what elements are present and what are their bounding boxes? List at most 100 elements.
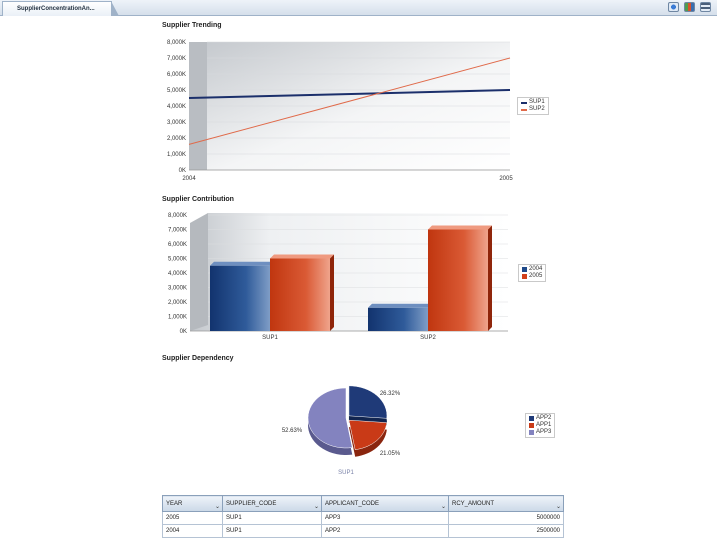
trending-y-tick: 4,000K <box>167 104 186 110</box>
trending-y-tick: 3,000K <box>167 120 186 126</box>
data-table: YEAR ⌄ SUPPLIER_CODE ⌄ APPLICANT_CODE ⌄ RCY… <box>162 495 564 538</box>
legend-swatch-2005 <box>522 274 527 279</box>
column-header-label: YEAR <box>166 500 183 507</box>
legend-swatch-app2 <box>529 416 534 421</box>
bar-sup1-2005-side <box>330 254 334 331</box>
trending-series-sup1 <box>188 89 511 99</box>
legend-item-app3: APP3 <box>529 429 551 436</box>
legend-label-app2: APP2 <box>536 415 552 421</box>
legend-item-2005: 2005 <box>522 273 542 280</box>
chevron-down-icon[interactable]: ⌄ <box>214 504 220 510</box>
table-header-row: YEAR ⌄ SUPPLIER_CODE ⌄ APPLICANT_CODE ⌄ RCY… <box>162 495 564 512</box>
bar-sup2-2005 <box>428 229 488 331</box>
table-cell: SUP1 <box>222 511 322 525</box>
trending-legend: SUP1 SUP2 <box>517 97 549 115</box>
legend-swatch-sup1 <box>521 101 527 104</box>
bar-sup1-2004-side <box>270 261 274 331</box>
tab-bar: SupplierConcentrationAn... <box>0 0 717 16</box>
trending-y-tick: 8,000K <box>167 40 186 46</box>
toolbar <box>668 2 711 12</box>
view-options-icon[interactable] <box>684 2 695 12</box>
trending-plot-area <box>189 42 510 170</box>
legend-label-sup1: SUP1 <box>529 99 545 105</box>
trending-y-tick: 2,000K <box>167 136 186 142</box>
chevron-down-icon[interactable]: ⌄ <box>440 504 446 510</box>
pie-caption: SUP1 <box>338 470 354 476</box>
table-cell: 2005 <box>162 511 223 525</box>
trending-y-tick: 1,000K <box>167 152 186 158</box>
chevron-down-icon[interactable]: ⌄ <box>313 504 319 510</box>
bar-sup2-2004-side <box>428 303 432 331</box>
bar-sup1-2004 <box>210 265 270 331</box>
bar-sup2-2005-side <box>488 225 492 331</box>
column-header-label: SUPPLIER_CODE <box>226 500 277 507</box>
column-header-applicant-code[interactable]: APPLICANT_CODE ⌄ <box>321 495 449 512</box>
trending-y-tick: 6,000K <box>167 72 186 78</box>
legend-swatch-2004 <box>522 267 527 272</box>
contribution-x-tick: SUP1 <box>262 335 278 341</box>
legend-label-app1: APP1 <box>536 422 552 428</box>
column-header-supplier-code[interactable]: SUPPLIER_CODE ⌄ <box>222 495 322 512</box>
bar-sup2-2004-top <box>368 303 432 308</box>
legend-swatch-sup2 <box>521 108 527 111</box>
settings-icon[interactable] <box>700 2 711 12</box>
trending-y-tick: 5,000K <box>167 88 186 94</box>
contribution-y-tick: 2,000K <box>168 300 187 306</box>
pie-slice-depth-app1 <box>348 427 387 457</box>
trending-x-tick: 2005 <box>499 176 513 182</box>
trending-y-tick: 7,000K <box>167 56 186 62</box>
column-header-label: RCY_AMOUNT <box>452 500 495 507</box>
contribution-y-tick: 6,000K <box>168 242 187 248</box>
legend-label-app3: APP3 <box>536 429 552 435</box>
refresh-icon[interactable] <box>668 2 679 12</box>
chevron-down-icon[interactable]: ⌄ <box>555 504 561 510</box>
column-header-label: APPLICANT_CODE <box>325 500 380 507</box>
pie-label-app1: 21.05% <box>380 451 401 457</box>
legend-item-sup1: SUP1 <box>521 99 545 106</box>
contribution-title: Supplier Contribution <box>162 196 234 203</box>
bar-sup2-2004 <box>368 307 428 331</box>
legend-swatch-app3 <box>529 430 534 435</box>
pie-label-app3: 52.63% <box>282 428 303 434</box>
bar-sup1-2004-top <box>210 261 274 266</box>
contribution-x-tick: SUP2 <box>420 335 436 341</box>
bar-sup1-2005-top <box>270 254 334 259</box>
legend-label-2005: 2005 <box>529 273 543 279</box>
tab-supplier-concentration[interactable]: SupplierConcentrationAn... <box>2 1 119 16</box>
table-cell: APP2 <box>321 524 449 538</box>
contribution-legend: 2004 2005 <box>518 264 547 282</box>
contribution-y-tick: 7,000K <box>168 228 187 234</box>
table-row: 2005 SUP1 APP3 5000000 <box>162 511 564 525</box>
legend-item-app2: APP2 <box>529 415 551 422</box>
legend-label-sup2: SUP2 <box>529 106 545 112</box>
trending-y-tick: 0K <box>179 168 186 174</box>
contribution-y-tick: 3,000K <box>168 286 187 292</box>
dependency-title: Supplier Dependency <box>162 355 234 362</box>
trending-series-sup2 <box>188 57 511 145</box>
legend-item-2004: 2004 <box>522 266 542 273</box>
pie-slice-app1 <box>348 419 388 451</box>
legend-label-2004: 2004 <box>529 266 543 272</box>
table-cell: SUP1 <box>222 524 322 538</box>
pie-slice-depth-app2 <box>348 392 387 426</box>
column-header-rcy-amount[interactable]: RCY_AMOUNT ⌄ <box>448 495 564 512</box>
legend-swatch-app1 <box>529 423 534 428</box>
contribution-y-tick: 1,000K <box>168 315 187 321</box>
contribution-plot-side <box>190 213 208 331</box>
bar-sup1-2005 <box>270 258 330 331</box>
legend-item-app1: APP1 <box>529 422 551 429</box>
pie-label-app2: 26.32% <box>380 391 401 397</box>
table-cell: APP3 <box>321 511 449 525</box>
column-header-year[interactable]: YEAR ⌄ <box>162 495 223 512</box>
table-row: 2004 SUP1 APP2 2500000 <box>162 524 564 538</box>
table-cell: 5000000 <box>448 511 564 525</box>
contribution-y-tick: 0K <box>180 329 187 335</box>
trending-x-tick: 2004 <box>182 176 196 182</box>
contribution-plot-area <box>190 213 508 331</box>
pie-slice-app2 <box>348 385 388 419</box>
legend-item-sup2: SUP2 <box>521 106 545 113</box>
contribution-y-tick: 5,000K <box>168 257 187 263</box>
bar-sup2-2005-top <box>428 225 492 230</box>
trending-title: Supplier Trending <box>162 22 222 29</box>
